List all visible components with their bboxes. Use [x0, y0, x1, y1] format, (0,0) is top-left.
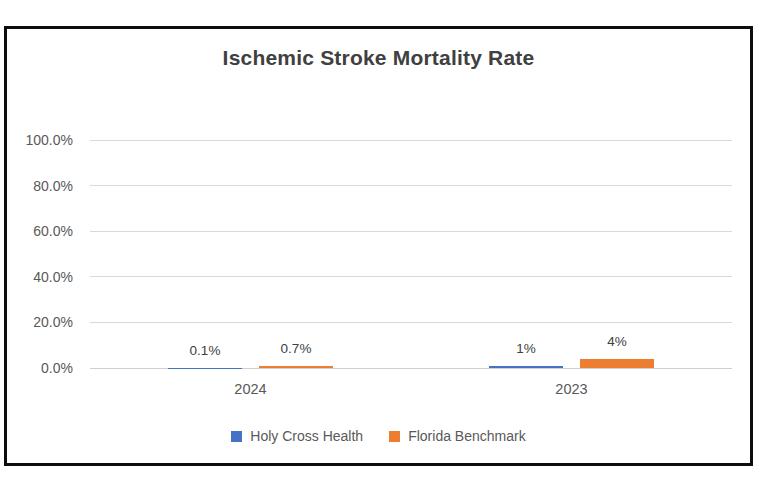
y-axis-label-60.0%: 60.0% — [33, 223, 73, 239]
gridline-100 — [90, 140, 732, 141]
x-axis: 2024 2023 — [90, 381, 732, 401]
y-axis-label-40.0%: 40.0% — [33, 269, 73, 285]
data-label-florida-benchmark-2024: 0.7% — [264, 341, 328, 357]
data-label-holy-cross-health-2023: 1% — [494, 341, 558, 357]
y-axis-label-80.0%: 80.0% — [33, 178, 73, 194]
legend-swatch-florida-benchmark — [389, 431, 400, 442]
gridline-20 — [90, 322, 732, 323]
chart-title: Ischemic Stroke Mortality Rate — [7, 46, 750, 70]
chart-figure: Ischemic Stroke Mortality Rate 0.0% 20.0%… — [0, 0, 761, 488]
plot-area: 0.1% 0.7% 1% 4% — [90, 140, 732, 368]
x-axis-label-2023: 2023 — [522, 381, 622, 397]
gridline-80 — [90, 185, 732, 186]
bar-holy-cross-health-2023 — [489, 366, 563, 368]
x-axis-label-2024: 2024 — [201, 381, 301, 397]
data-label-florida-benchmark-2023: 4% — [585, 334, 649, 350]
gridline-60 — [90, 231, 732, 232]
y-axis-label-0.0%: 0.0% — [41, 360, 73, 376]
bar-florida-benchmark-2024 — [259, 366, 333, 368]
y-axis: 0.0%20.0%40.0%60.0%80.0%100.0% — [7, 140, 83, 368]
legend: Holy Cross Health Florida Benchmark — [7, 428, 750, 444]
y-axis-label-100.0%: 100.0% — [26, 132, 73, 148]
legend-label-holy-cross-health: Holy Cross Health — [250, 428, 363, 444]
legend-item-florida-benchmark: Florida Benchmark — [389, 428, 526, 444]
gridline-40 — [90, 276, 732, 277]
legend-item-holy-cross-health: Holy Cross Health — [231, 428, 363, 444]
legend-swatch-holy-cross-health — [231, 431, 242, 442]
data-label-holy-cross-health-2024: 0.1% — [173, 343, 237, 359]
bar-florida-benchmark-2023 — [580, 359, 654, 368]
y-axis-label-20.0%: 20.0% — [33, 314, 73, 330]
chart-border-box: Ischemic Stroke Mortality Rate 0.0% 20.0%… — [4, 26, 753, 466]
legend-label-florida-benchmark: Florida Benchmark — [408, 428, 526, 444]
